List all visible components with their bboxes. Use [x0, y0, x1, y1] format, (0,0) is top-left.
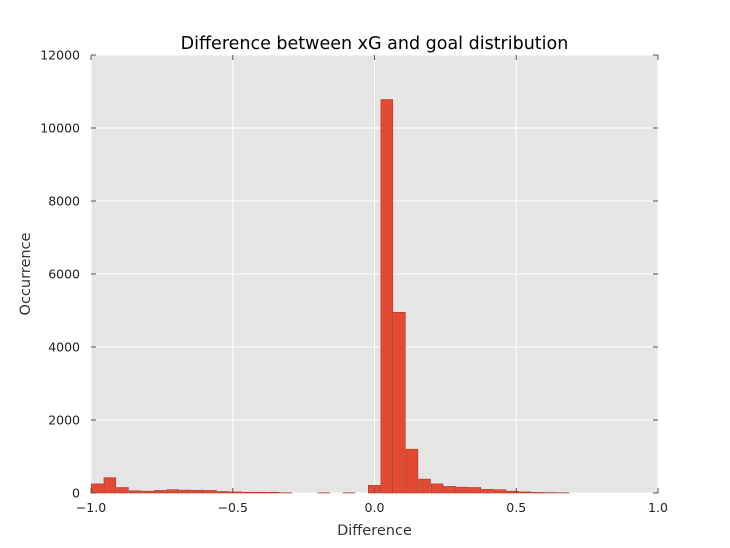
histogram-bar: [456, 486, 469, 494]
y-tick-label: 12000: [40, 48, 80, 63]
histogram-bar: [531, 492, 545, 494]
histogram-bar: [229, 491, 242, 494]
y-tick-label: 0: [72, 486, 80, 501]
histogram-bar: [493, 489, 507, 494]
bars: [91, 99, 570, 494]
histogram-bar: [468, 487, 482, 494]
y-tick-label: 10000: [40, 121, 80, 136]
histogram-bar: [216, 491, 230, 494]
y-tick-label: 6000: [48, 267, 80, 282]
x-axis-label: Difference: [337, 523, 412, 539]
chart-title: Difference between xG and goal distribut…: [181, 34, 569, 54]
histogram-bar: [254, 491, 268, 494]
histogram-bar: [103, 477, 117, 494]
histogram-bar: [154, 490, 167, 494]
histogram-bar: [430, 483, 444, 494]
x-tick-label: 0.0: [365, 500, 385, 515]
histogram-bar: [141, 490, 154, 494]
histogram-bar: [242, 491, 255, 494]
x-tick-label: −0.5: [218, 500, 248, 515]
x-tick-label: −1.0: [76, 500, 106, 515]
histogram-bar: [166, 489, 180, 494]
histogram-bar: [267, 491, 280, 494]
histogram-bar: [91, 483, 104, 494]
x-tick-label: 0.5: [506, 500, 526, 515]
histogram-bar: [443, 486, 456, 494]
histogram-bar: [418, 478, 431, 494]
histogram-bar: [128, 490, 142, 494]
histogram-bar: [506, 490, 519, 494]
tick-labels: −1.0 −0.5 0.0 0.5 1.0 0 2000 4000 6000 8000 10000 1…: [40, 48, 668, 516]
y-axis-label: Occurrence: [18, 232, 34, 315]
y-tick-label: 4000: [48, 340, 80, 355]
histogram-bar: [519, 491, 532, 494]
histogram-bar: [179, 489, 192, 494]
histogram-bar: [116, 487, 129, 494]
y-tick-label: 2000: [48, 413, 80, 428]
histogram-bar: [204, 490, 217, 494]
histogram-bar: [191, 489, 205, 494]
histogram-bar: [405, 448, 419, 494]
histogram-bar: [393, 312, 406, 494]
y-tick-label: 8000: [48, 194, 80, 209]
histogram-bar: [481, 489, 494, 494]
histogram-bar: [380, 99, 393, 494]
x-tick-label: 1.0: [648, 500, 668, 515]
axis-ticks: [90, 54, 659, 494]
